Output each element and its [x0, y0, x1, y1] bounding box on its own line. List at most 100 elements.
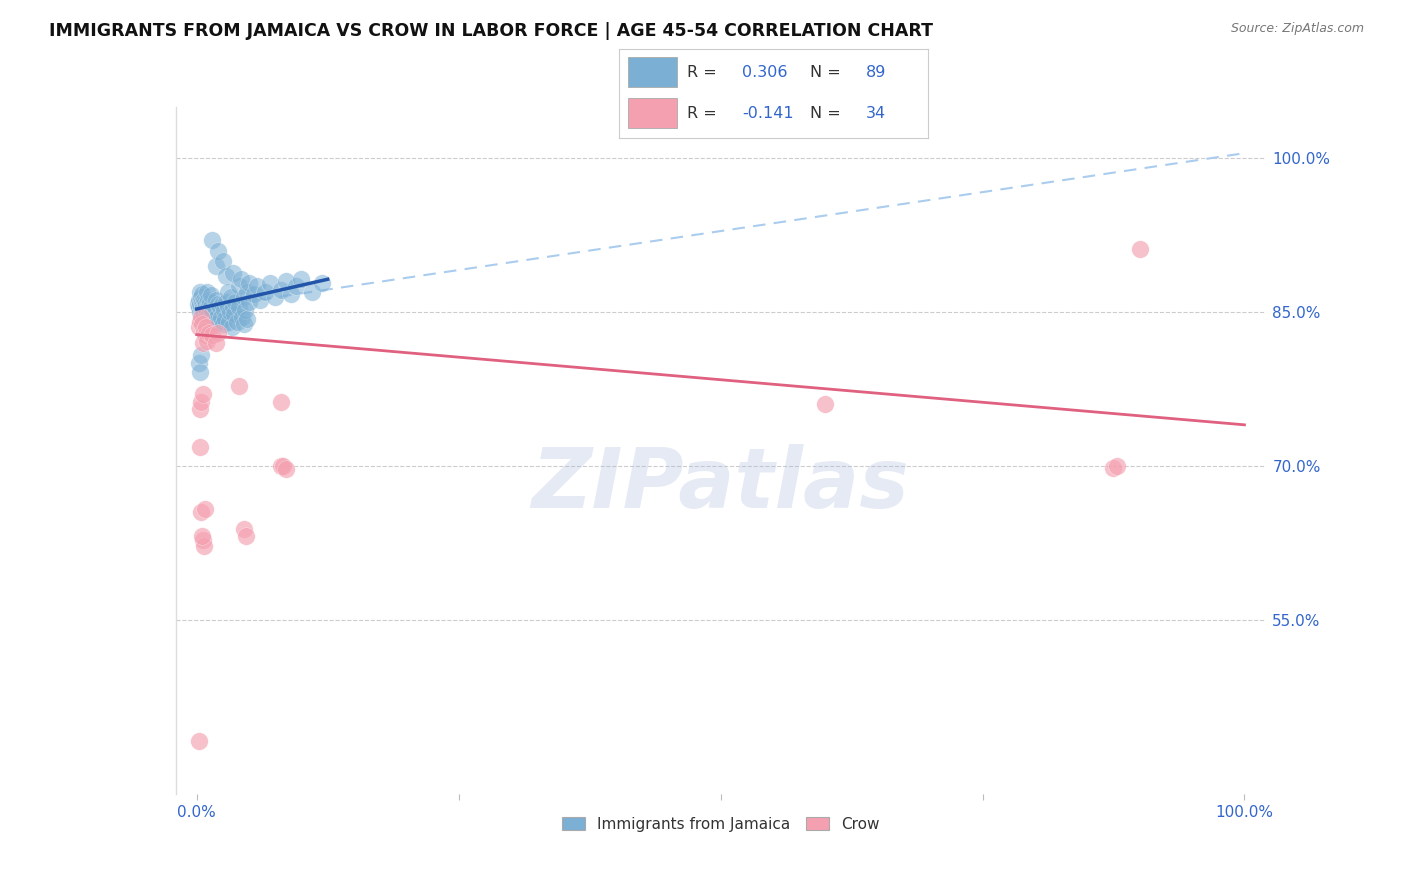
Point — [224, 307, 246, 321]
Text: 34: 34 — [866, 106, 886, 120]
Point — [232, 290, 254, 304]
Point — [188, 297, 211, 311]
Point — [193, 324, 215, 338]
Point — [191, 387, 214, 401]
Text: Source: ZipAtlas.com: Source: ZipAtlas.com — [1230, 22, 1364, 36]
Point — [204, 293, 226, 307]
Point — [191, 318, 214, 332]
Point — [195, 301, 218, 316]
Point — [232, 522, 254, 536]
Point — [191, 286, 214, 301]
Point — [219, 305, 242, 319]
Point — [222, 300, 245, 314]
Point — [212, 253, 235, 268]
Point — [191, 533, 214, 547]
Text: -0.141: -0.141 — [742, 106, 794, 120]
Point — [214, 312, 236, 326]
Point — [198, 299, 221, 313]
Point — [311, 277, 333, 291]
Point — [270, 283, 292, 297]
Point — [187, 293, 209, 307]
Point — [197, 293, 219, 307]
Point — [285, 279, 308, 293]
Point — [259, 277, 281, 291]
Point — [280, 286, 302, 301]
Point — [202, 318, 225, 332]
Point — [191, 301, 214, 315]
FancyBboxPatch shape — [628, 98, 678, 128]
Point — [194, 300, 217, 314]
Point — [228, 300, 250, 314]
Point — [191, 528, 214, 542]
Point — [246, 279, 269, 293]
Legend: Immigrants from Jamaica, Crow: Immigrants from Jamaica, Crow — [555, 811, 886, 838]
Point — [235, 528, 257, 542]
Point — [301, 285, 323, 299]
Point — [205, 310, 228, 325]
Point — [212, 318, 235, 332]
Point — [200, 287, 222, 301]
Point — [238, 277, 260, 291]
Point — [270, 395, 292, 409]
Point — [190, 310, 212, 325]
Point — [209, 310, 232, 325]
Point — [188, 315, 211, 329]
Point — [264, 290, 287, 304]
Point — [204, 300, 226, 314]
Point — [207, 326, 229, 340]
Point — [228, 279, 250, 293]
Point — [228, 379, 250, 393]
Point — [195, 285, 218, 299]
Point — [222, 266, 245, 280]
Text: R =: R = — [686, 65, 717, 79]
Point — [201, 305, 224, 319]
Point — [191, 305, 214, 319]
Point — [188, 402, 211, 417]
Point — [201, 327, 224, 342]
Point — [187, 356, 209, 370]
Point — [188, 285, 211, 299]
Point — [215, 294, 238, 309]
Point — [198, 326, 221, 340]
Point — [195, 320, 218, 334]
Text: ZIPatlas: ZIPatlas — [531, 444, 910, 525]
Point — [208, 315, 231, 329]
Point — [814, 397, 837, 411]
Point — [187, 297, 209, 311]
Point — [229, 272, 252, 286]
Point — [270, 458, 292, 473]
Point — [197, 298, 219, 312]
Point — [187, 300, 209, 314]
Point — [225, 315, 247, 329]
Point — [190, 313, 212, 327]
Point — [207, 297, 229, 311]
Point — [198, 307, 221, 321]
Point — [224, 294, 246, 309]
Point — [219, 290, 242, 304]
Point — [187, 320, 209, 334]
Point — [188, 441, 211, 455]
Point — [188, 365, 211, 379]
Point — [195, 320, 218, 334]
Point — [290, 272, 312, 286]
Point — [249, 293, 271, 307]
Point — [231, 310, 253, 325]
Point — [1102, 461, 1125, 475]
Point — [217, 285, 239, 299]
Point — [190, 300, 212, 314]
Point — [194, 327, 217, 342]
Point — [193, 293, 215, 307]
Point — [218, 315, 240, 329]
Point — [212, 303, 235, 318]
Point — [191, 303, 214, 318]
Point — [233, 303, 256, 318]
Point — [274, 274, 297, 288]
Point — [201, 233, 224, 247]
Text: 0.306: 0.306 — [742, 65, 787, 79]
Text: N =: N = — [810, 65, 841, 79]
Point — [1105, 458, 1128, 473]
Point — [217, 300, 239, 314]
Point — [208, 300, 231, 314]
Point — [190, 395, 212, 409]
Point — [195, 334, 218, 348]
